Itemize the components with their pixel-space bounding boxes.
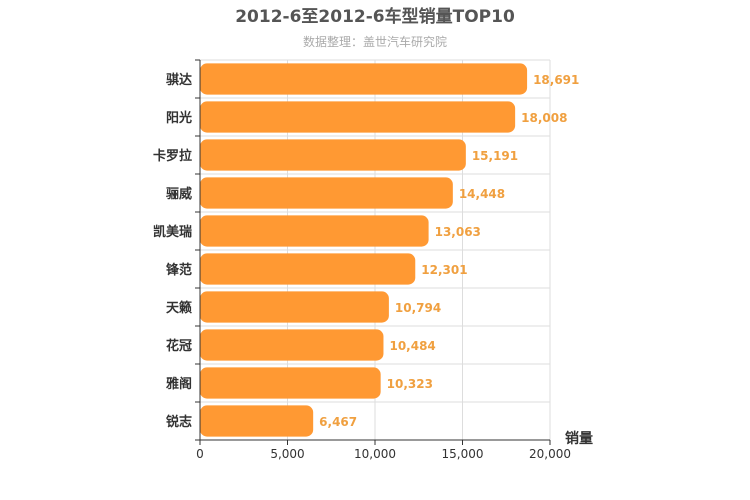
value-label-8: 10,323 [387,377,433,391]
category-label-9: 锐志 [166,414,192,430]
x-axis-title: 销量 [565,430,593,447]
category-label-0: 骐达 [166,72,192,88]
chart-subtitle: 数据整理：盖世汽车研究院 [303,34,447,49]
value-label-3: 14,448 [459,187,505,201]
category-label-2: 卡罗拉 [153,148,192,164]
category-label-1: 阳光 [166,110,192,126]
bar-4 [200,215,429,247]
bar-8 [200,367,381,399]
value-label-2: 15,191 [472,149,518,163]
grid-layer [199,59,551,441]
bar-9 [200,405,314,437]
bar-7 [200,329,384,361]
x-tick-label-3: 15,000 [442,447,484,461]
x-tick-label-1: 5,000 [270,447,304,461]
value-label-7: 10,484 [389,339,435,353]
category-label-6: 天籁 [166,300,192,316]
value-label-1: 18,008 [521,111,567,125]
bar-1 [200,101,516,133]
category-label-3: 骊威 [166,186,192,202]
bar-3 [200,177,453,209]
bar-5 [200,253,416,285]
category-label-8: 雅阁 [166,376,192,392]
category-label-5: 锋范 [166,262,192,278]
value-label-6: 10,794 [395,301,441,315]
bar-2 [200,139,466,171]
value-label-0: 18,691 [533,73,579,87]
bar-6 [200,291,389,323]
bar-layer: 18,691 18,008 15,191 14,448 13,063 12,301 10,7… [200,63,579,437]
category-label-7: 花冠 [166,338,192,354]
chart-title: 2012-6至2012-6车型销量TOP10 [235,6,515,27]
bar-0 [200,63,528,95]
x-tick-label-0: 0 [196,447,204,461]
value-label-4: 13,063 [435,225,481,239]
category-label-4: 凯美瑞 [153,224,192,240]
x-tick-label-4: 20,000 [529,447,571,461]
value-label-5: 12,301 [421,263,467,277]
x-tick-label-2: 10,000 [354,447,396,461]
value-label-9: 6,467 [319,415,357,429]
